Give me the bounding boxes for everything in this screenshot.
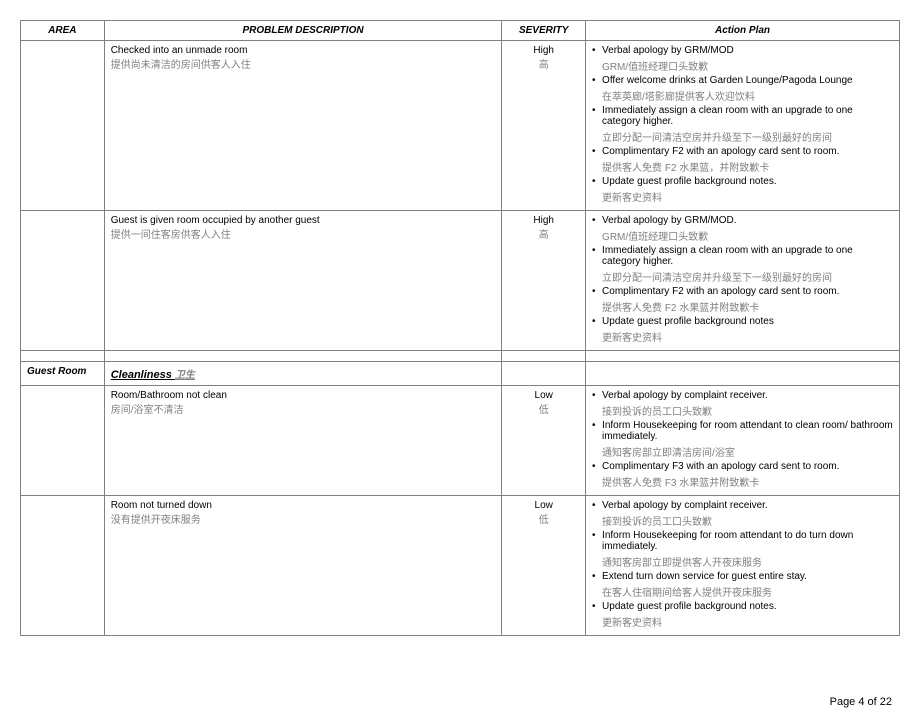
action-item-zh: 更新客史资料 xyxy=(592,614,893,629)
cell-action: Verbal apology by complaint receiver. 接到投… xyxy=(586,386,900,496)
cell-area xyxy=(21,41,105,211)
action-item-zh: 在萃英廊/塔影廊提供客人欢迎饮料 xyxy=(592,88,893,103)
cell-area xyxy=(21,496,105,636)
action-item-zh: GRM/值班经理口头致歉 xyxy=(592,58,893,73)
cell-area xyxy=(21,386,105,496)
section-action xyxy=(586,362,900,386)
cell-severity: Low低 xyxy=(502,386,586,496)
table-header-row: AREA PROBLEM DESCRIPTION SEVERITY Action… xyxy=(21,21,900,41)
cell-severity: Low低 xyxy=(502,496,586,636)
action-item-zh: 接到投诉的员工口头致歉 xyxy=(592,403,893,418)
action-item: Inform Housekeeping for room attendant t… xyxy=(592,420,893,442)
action-item: Complimentary F3 with an apology card se… xyxy=(592,461,893,472)
action-item: Complimentary F2 with an apology card se… xyxy=(592,286,893,297)
section-severity xyxy=(502,362,586,386)
action-item-zh: 更新客史资料 xyxy=(592,329,893,344)
action-item: Verbal apology by GRM/MOD xyxy=(592,45,893,56)
page-footer: Page 4 of 22 xyxy=(20,696,900,708)
cell-problem: Room not turned down没有提供开夜床服务 xyxy=(104,496,502,636)
section-title: Cleanliness 卫生 xyxy=(104,362,502,386)
action-item: Inform Housekeeping for room attendant t… xyxy=(592,530,893,552)
problem-table: AREA PROBLEM DESCRIPTION SEVERITY Action… xyxy=(20,20,900,636)
action-item-zh: 立即分配一间清洁空房并升级至下一级别最好的房间 xyxy=(592,269,893,284)
page-container: AREA PROBLEM DESCRIPTION SEVERITY Action… xyxy=(20,20,900,708)
action-item: Complimentary F2 with an apology card se… xyxy=(592,146,893,157)
action-item-zh: 提供客人免费 F2 水果篮，并附致歉卡 xyxy=(592,159,893,174)
cell-action: Verbal apology by complaint receiver. 接到投… xyxy=(586,496,900,636)
spacer-row xyxy=(21,351,900,362)
cell-severity: High高 xyxy=(502,41,586,211)
action-item: Offer welcome drinks at Garden Lounge/Pa… xyxy=(592,75,893,86)
action-item-zh: GRM/值班经理口头致歉 xyxy=(592,228,893,243)
action-item: Update guest profile background notes. xyxy=(592,176,893,187)
cell-action: Verbal apology by GRM/MOD GRM/值班经理口头致歉 Off… xyxy=(586,41,900,211)
table-row: Checked into an unmade room提供尚未清洁的房间供客人入… xyxy=(21,41,900,211)
cell-problem: Guest is given room occupied by another … xyxy=(104,211,502,351)
cell-action: Verbal apology by GRM/MOD. GRM/值班经理口头致歉 Im… xyxy=(586,211,900,351)
action-item-zh: 立即分配一间清洁空房并升级至下一级别最好的房间 xyxy=(592,129,893,144)
action-item: Verbal apology by complaint receiver. xyxy=(592,500,893,511)
section-area: Guest Room xyxy=(21,362,105,386)
action-item: Verbal apology by complaint receiver. xyxy=(592,390,893,401)
table-row: Room/Bathroom not clean房间/浴室不清洁Low低Verba… xyxy=(21,386,900,496)
action-item: Extend turn down service for guest entir… xyxy=(592,571,893,582)
action-item-zh: 接到投诉的员工口头致歉 xyxy=(592,513,893,528)
action-item-zh: 提供客人免费 F2 水果篮并附致歉卡 xyxy=(592,299,893,314)
cell-problem: Checked into an unmade room提供尚未清洁的房间供客人入… xyxy=(104,41,502,211)
action-item: Immediately assign a clean room with an … xyxy=(592,245,893,267)
action-item: Verbal apology by GRM/MOD. xyxy=(592,215,893,226)
header-action: Action Plan xyxy=(586,21,900,41)
cell-area xyxy=(21,211,105,351)
action-item: Update guest profile background notes xyxy=(592,316,893,327)
action-item-zh: 更新客史资料 xyxy=(592,189,893,204)
action-item-zh: 通知客房部立即提供客人开夜床服务 xyxy=(592,554,893,569)
cell-severity: High高 xyxy=(502,211,586,351)
table-row: Room not turned down没有提供开夜床服务Low低Verbal … xyxy=(21,496,900,636)
action-item-zh: 通知客房部立即清洁房间/浴室 xyxy=(592,444,893,459)
table-row: Guest is given room occupied by another … xyxy=(21,211,900,351)
action-item: Update guest profile background notes. xyxy=(592,601,893,612)
header-problem: PROBLEM DESCRIPTION xyxy=(104,21,502,41)
cell-problem: Room/Bathroom not clean房间/浴室不清洁 xyxy=(104,386,502,496)
header-severity: SEVERITY xyxy=(502,21,586,41)
action-item-zh: 在客人住宿期间给客人提供开夜床服务 xyxy=(592,584,893,599)
action-item-zh: 提供客人免费 F3 水果篮并附致歉卡 xyxy=(592,474,893,489)
section-header-row: Guest RoomCleanliness 卫生 xyxy=(21,362,900,386)
action-item: Immediately assign a clean room with an … xyxy=(592,105,893,127)
header-area: AREA xyxy=(21,21,105,41)
